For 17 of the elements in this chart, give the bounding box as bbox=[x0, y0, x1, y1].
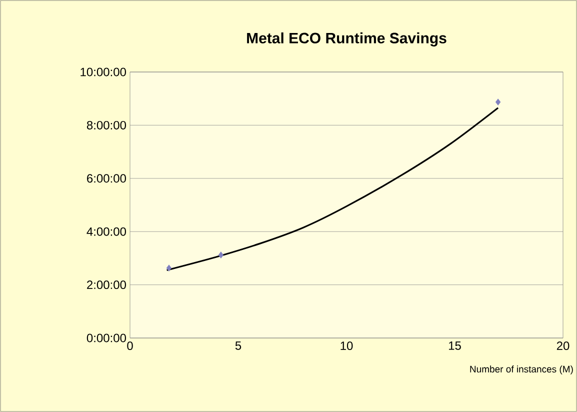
y-tick-label: 0:00:00 bbox=[86, 334, 126, 342]
y-tick-label: 2:00:00 bbox=[87, 280, 126, 290]
x-axis-title: Number of instances (M) bbox=[470, 366, 573, 374]
x-tick-label: 10 bbox=[340, 342, 353, 350]
chart-title: Metal ECO Runtime Savings bbox=[247, 32, 446, 46]
x-tick-label: 15 bbox=[448, 342, 461, 350]
point bbox=[495, 98, 501, 106]
line-series bbox=[166, 107, 499, 271]
y-tick-label: 6:00:00 bbox=[87, 174, 126, 183]
x-tick-label: 0 bbox=[127, 342, 133, 350]
x-tick-label: 5 bbox=[235, 342, 242, 350]
x-tick-label: 20 bbox=[556, 342, 570, 350]
y-tick-label: 4:00:00 bbox=[86, 227, 126, 236]
y-tick-label: 8:00:00 bbox=[86, 120, 126, 130]
y-tick-label: 10:00:00 bbox=[80, 68, 126, 76]
point bbox=[166, 264, 172, 272]
point bbox=[218, 252, 224, 258]
